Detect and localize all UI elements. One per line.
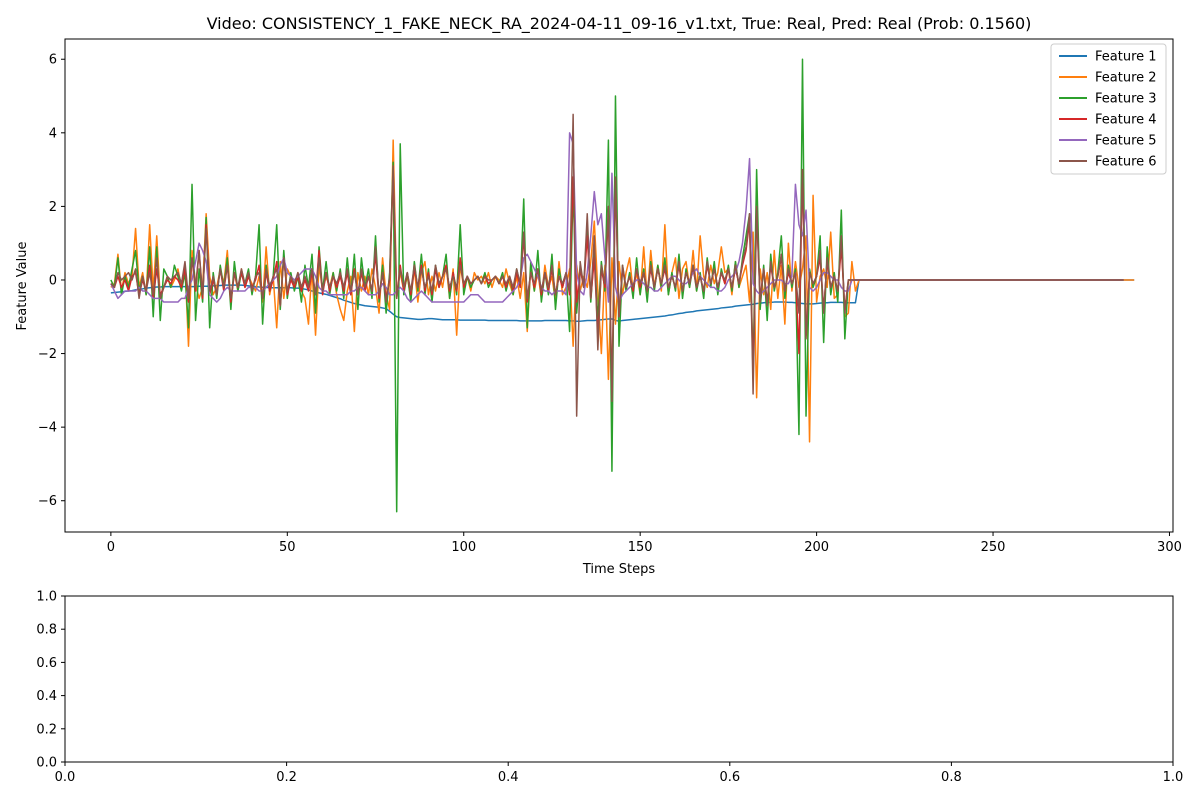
y-tick-label: 0 xyxy=(49,273,57,288)
legend-label-feature-4: Feature 4 xyxy=(1095,113,1157,128)
bottom-axes-frame xyxy=(64,595,1174,763)
y-tick-label: −2 xyxy=(38,347,57,362)
top-chart: Video: CONSISTENCY_1_FAKE_NECK_RA_2024-0… xyxy=(15,14,1182,577)
bottom-chart: 0.0 0.2 0.4 0.6 0.8 1.0 0.0 0.2 0.4 0.6 0.8 1.0 xyxy=(36,590,1183,786)
x-tick-label: 0 xyxy=(107,540,115,555)
bottom-x-tick-label: 0.8 xyxy=(941,770,962,785)
x-tick-label: 50 xyxy=(279,540,296,555)
top-y-ticks: −6 −4 −2 0 2 4 6 xyxy=(38,53,65,509)
bottom-x-tick-label: 0.2 xyxy=(276,770,297,785)
legend-label-feature-1: Feature 1 xyxy=(1095,50,1157,65)
y-tick-label: −4 xyxy=(38,421,57,436)
y-tick-label: −6 xyxy=(38,494,57,509)
y-tick-label: 6 xyxy=(49,53,57,68)
top-axes-frame xyxy=(64,38,1174,533)
bottom-y-tick-label: 0.4 xyxy=(36,689,57,704)
bottom-x-tick-label: 0.4 xyxy=(498,770,519,785)
y-tick-label: 4 xyxy=(49,126,57,141)
legend-label-feature-6: Feature 6 xyxy=(1095,155,1157,170)
top-x-axis-label: Time Steps xyxy=(582,562,656,577)
top-chart-title: Video: CONSISTENCY_1_FAKE_NECK_RA_2024-0… xyxy=(207,14,1032,34)
y-tick-label: 2 xyxy=(49,200,57,215)
x-tick-label: 200 xyxy=(804,540,829,555)
bottom-x-tick-label: 0.6 xyxy=(719,770,740,785)
bottom-y-ticks: 0.0 0.2 0.4 0.6 0.8 1.0 xyxy=(36,590,65,771)
legend-label-feature-5: Feature 5 xyxy=(1095,134,1157,149)
legend-label-feature-3: Feature 3 xyxy=(1095,92,1157,107)
x-tick-label: 100 xyxy=(451,540,476,555)
top-y-axis-label: Feature Value xyxy=(15,242,30,331)
x-tick-label: 250 xyxy=(981,540,1006,555)
series-line-feature-6 xyxy=(110,113,1124,417)
top-x-ticks: 0 50 100 150 200 250 300 xyxy=(107,532,1182,555)
legend: Feature 1 Feature 2 Feature 3 Feature 4 Feat… xyxy=(1050,43,1167,175)
bottom-y-tick-label: 0.2 xyxy=(36,722,57,737)
bottom-x-tick-label: 1.0 xyxy=(1163,770,1184,785)
bottom-y-tick-label: 0.0 xyxy=(36,756,57,771)
legend-label-feature-2: Feature 2 xyxy=(1095,71,1157,86)
x-tick-label: 150 xyxy=(628,540,653,555)
bottom-y-tick-label: 1.0 xyxy=(36,590,57,605)
bottom-x-tick-label: 0.0 xyxy=(55,770,76,785)
x-tick-label: 300 xyxy=(1157,540,1182,555)
top-plot-area xyxy=(110,58,1135,513)
bottom-y-tick-label: 0.6 xyxy=(36,656,57,671)
bottom-y-tick-label: 0.8 xyxy=(36,623,57,638)
bottom-x-ticks: 0.0 0.2 0.4 0.6 0.8 1.0 xyxy=(55,762,1184,785)
